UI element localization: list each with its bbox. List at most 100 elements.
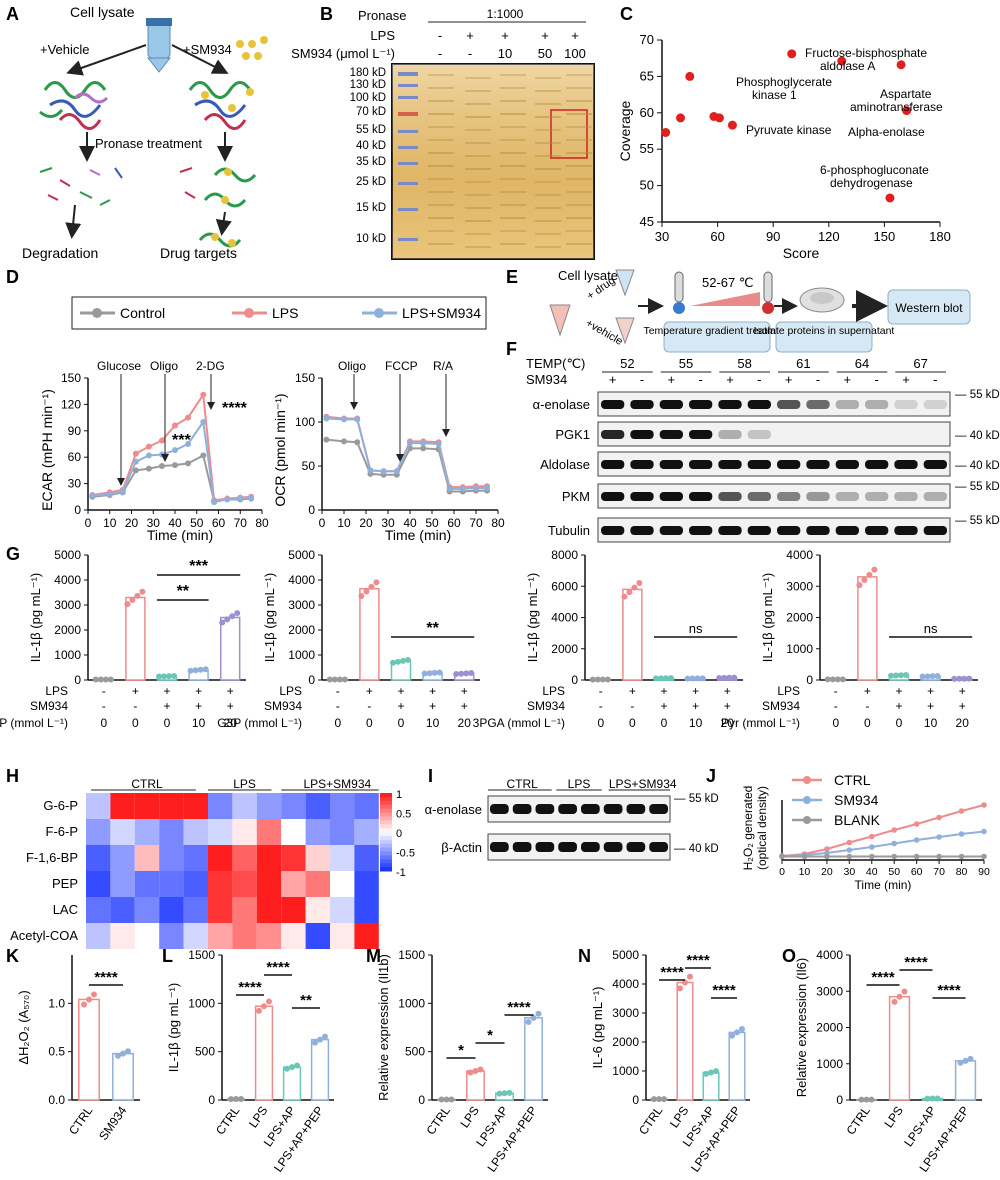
h-cell: [306, 897, 330, 923]
b-gel-band: [465, 77, 491, 79]
ylabel: IL-1β (pg mL⁻¹): [166, 983, 181, 1072]
i-row-label: α-enolase: [425, 802, 482, 817]
e-tube-icon: [550, 305, 570, 335]
y-tick-label: 0: [632, 1093, 639, 1107]
f-sm934-sign: -: [698, 372, 702, 387]
bar-point: [935, 1095, 941, 1101]
f-band: [836, 460, 859, 469]
c-ylabel: Coverage: [617, 100, 633, 161]
g-dose: 20: [458, 716, 472, 730]
h-scale-step: [380, 844, 392, 848]
h-cell: [281, 845, 305, 871]
g-sm934-sign: +: [895, 699, 902, 713]
g-y-tick-label: 4000: [288, 573, 315, 587]
b-gel-band: [465, 116, 491, 118]
c-label-ast2: aminotransferase: [850, 100, 943, 114]
j-point: [914, 821, 920, 827]
f-band: [601, 460, 624, 469]
b-gel-band: [465, 103, 491, 105]
g-y-tick-label: 2000: [288, 623, 315, 637]
f-band: [660, 526, 683, 535]
i-band: [627, 842, 646, 852]
g-point: [400, 658, 406, 664]
series-point: [159, 463, 165, 469]
g-sm934-sign: +: [195, 699, 202, 713]
j-x-tick-label: 90: [978, 866, 990, 878]
c-y-tick-label: 45: [640, 214, 654, 229]
f-band: [836, 492, 859, 501]
c-point: [885, 193, 894, 202]
y-tick-label: 0: [836, 1093, 843, 1107]
g-sm934-sign: +: [227, 699, 234, 713]
h-scale-label: 0.5: [396, 809, 411, 821]
y-tick-label: 500: [195, 1045, 215, 1059]
series-point: [473, 485, 479, 491]
x-tick-label: 10: [103, 516, 117, 530]
f-band: [718, 430, 741, 439]
g-treatment-label: G3P (mmol L⁻¹): [217, 716, 302, 730]
g-y-tick-label: 1000: [288, 648, 315, 662]
i-band: [627, 804, 646, 814]
g-point: [468, 670, 474, 676]
b-sm934-value: 50: [538, 46, 552, 61]
b-gel-band: [428, 100, 454, 102]
d-legend-control-label: Control: [120, 305, 165, 321]
d-ann-ra: R/A: [433, 359, 453, 373]
h-row-label: PEP: [52, 876, 78, 891]
h-cell: [330, 793, 354, 819]
bar-point: [261, 1003, 267, 1009]
x-tick-label: CTRL: [844, 1103, 874, 1137]
h-cell: [135, 871, 159, 897]
b-gel-band: [428, 87, 454, 89]
h-cell: [281, 793, 305, 819]
h-cell: [232, 923, 256, 949]
series-point: [323, 415, 329, 421]
g-bar: [360, 589, 379, 680]
f-band: [865, 460, 888, 469]
sig-text: ****: [266, 959, 290, 976]
h-cell: [232, 819, 256, 845]
b-gel-band: [535, 116, 561, 118]
b-gel-band: [535, 181, 561, 183]
b-gel-band: [566, 243, 592, 245]
b-gel-band: [428, 178, 454, 180]
sig-text: ****: [507, 999, 531, 1016]
b-sm934-value: -: [468, 46, 472, 61]
g-y-tick-label: 4000: [54, 573, 81, 587]
y-tick-label: 1000: [188, 996, 215, 1010]
b-gel-band: [428, 165, 454, 167]
series-point: [146, 444, 152, 450]
e-tube-drug-icon: [616, 270, 634, 295]
bar-point: [81, 1001, 87, 1007]
y-tick-label: 1000: [816, 1057, 843, 1071]
series-point: [107, 491, 113, 497]
series-point: [354, 439, 360, 445]
x-tick-label: 60: [212, 516, 226, 530]
j-point: [891, 854, 897, 860]
h-cell: [306, 871, 330, 897]
bar: [113, 1054, 133, 1100]
g-lps-sign: +: [132, 684, 139, 698]
g-dose: 0: [864, 716, 871, 730]
f-sm934-sign: -: [757, 372, 761, 387]
c-label-pgk: Phosphoglycerate: [736, 75, 832, 89]
b-gel-band: [500, 100, 526, 102]
j-point: [981, 802, 987, 808]
c-x-tick-label: 120: [818, 229, 840, 244]
b-gel-band: [428, 74, 454, 76]
c-point: [661, 128, 670, 137]
bar-point: [294, 1062, 300, 1068]
i-band: [490, 804, 509, 814]
g-point: [368, 584, 374, 590]
h-cell: [257, 845, 281, 871]
bar: [284, 1067, 301, 1100]
i-group-label: LPS+SM934: [609, 777, 677, 791]
g-sm934-sign: +: [959, 699, 966, 713]
x-tick-label: 0: [85, 516, 92, 530]
panel-letter-c: C: [620, 4, 633, 24]
a-drug-targets: Drug targets: [160, 245, 237, 261]
